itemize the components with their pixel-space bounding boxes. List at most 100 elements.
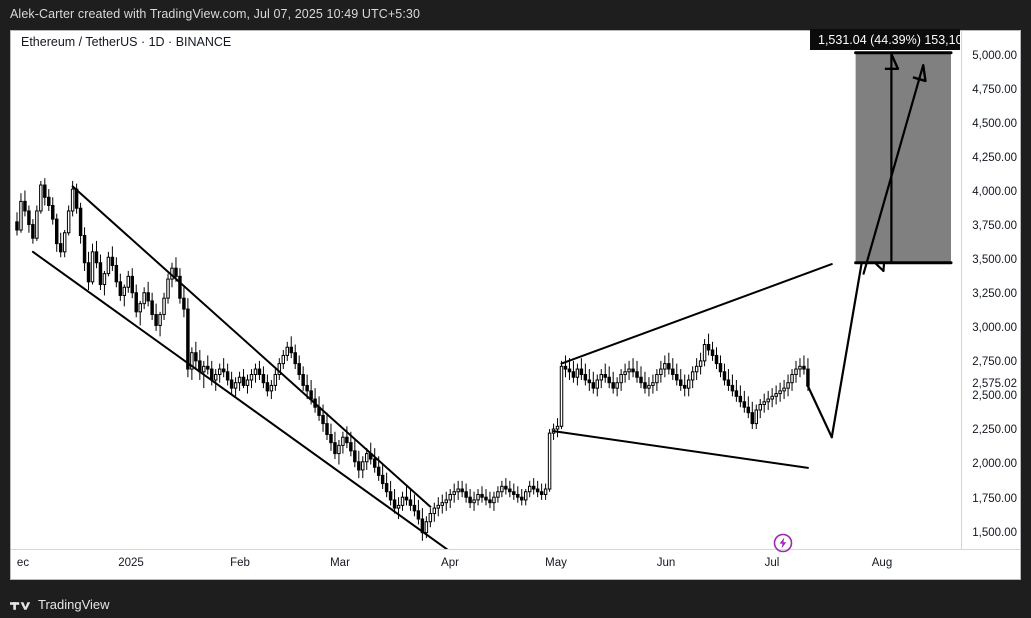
- candle-body: [635, 371, 639, 378]
- candle-body: [301, 374, 305, 386]
- candle-body: [309, 390, 313, 400]
- candle-body: [43, 184, 47, 198]
- projection-box[interactable]: [855, 52, 952, 263]
- candle-body: [587, 379, 592, 384]
- candle-body: [114, 264, 119, 283]
- candle-body: [23, 200, 27, 212]
- candle-body: [428, 513, 433, 523]
- candle-body: [372, 458, 377, 468]
- candle-body: [682, 384, 687, 389]
- time-scale[interactable]: ec 2025 Feb Mar Apr May Jun Jul Aug: [11, 549, 1020, 579]
- descending-channel-upper[interactable]: [71, 185, 432, 508]
- candle-body: [639, 376, 643, 384]
- candle-body: [376, 466, 381, 476]
- candle-body: [444, 499, 448, 504]
- candle-body: [698, 360, 703, 367]
- candle-body: [579, 368, 584, 376]
- candle-body: [158, 314, 162, 326]
- candle-body: [217, 368, 222, 376]
- candle-body: [106, 256, 111, 275]
- candle-body: [627, 368, 631, 373]
- candle-body: [225, 371, 230, 381]
- candle-body: [82, 234, 87, 264]
- candle-body: [798, 365, 802, 370]
- descending-channel-lower[interactable]: [31, 250, 454, 549]
- quote-tooltip: 1,531.04 (44.39%) 153,10: [810, 29, 960, 50]
- candle-body: [341, 436, 345, 446]
- candle-body: [671, 368, 675, 376]
- symbol-legend[interactable]: Ethereum / TetherUS · 1D · BINANCE: [21, 35, 232, 49]
- candle-body: [126, 275, 131, 288]
- rising-resistance-line[interactable]: [560, 263, 833, 365]
- event-marker[interactable]: [773, 533, 793, 553]
- candle-body: [70, 188, 75, 212]
- candle-body: [607, 376, 611, 384]
- current-price-label: 2,575.02: [972, 378, 1017, 391]
- candle-body: [51, 204, 55, 220]
- candle-body: [563, 365, 568, 370]
- candle-body: [86, 262, 91, 283]
- candle-body: [651, 382, 655, 386]
- candle-body: [524, 491, 528, 501]
- candle-body: [770, 395, 774, 400]
- candle-body: [774, 393, 778, 397]
- price-chart-svg: [15, 51, 953, 549]
- time-tick: May: [545, 557, 567, 569]
- candle-body: [710, 349, 715, 356]
- rising-support-line[interactable]: [552, 430, 809, 469]
- drawing-overlays: [31, 51, 953, 549]
- candle-body: [512, 491, 516, 495]
- candle-body: [484, 496, 488, 501]
- price-scale[interactable]: 5,000.00 4,750.00 4,500.00 4,250.00 4,000.00…: [961, 31, 1020, 549]
- price-tick: 4,500.00: [972, 117, 1017, 130]
- candle-body: [571, 371, 576, 378]
- price-tick: 1,750.00: [972, 492, 1017, 505]
- candle-body: [285, 346, 289, 356]
- candle-body: [611, 382, 615, 389]
- candle-body: [583, 374, 588, 381]
- candle-body: [150, 300, 154, 316]
- candle-body: [249, 374, 254, 381]
- time-tick: Aug: [871, 557, 893, 569]
- price-tick: 3,000.00: [972, 322, 1017, 335]
- candle-body: [190, 352, 194, 370]
- price-tick: 4,000.00: [972, 185, 1017, 198]
- candle-body: [762, 401, 766, 406]
- target-arrow-diagonal[interactable]: [862, 63, 925, 275]
- candle-body: [229, 379, 234, 389]
- candle-body: [90, 251, 95, 283]
- candle-body: [102, 273, 107, 286]
- candle-body: [404, 496, 409, 501]
- candle-body: [432, 507, 437, 515]
- candle-body: [535, 488, 540, 493]
- candle-body: [468, 496, 472, 504]
- candle-body: [516, 493, 520, 498]
- candle-body: [388, 491, 393, 501]
- candle-body: [694, 365, 699, 373]
- candle-body: [245, 379, 250, 386]
- candle-body: [448, 493, 452, 501]
- candle-body: [667, 363, 671, 370]
- candle-body: [178, 275, 182, 299]
- projection-path[interactable]: [830, 250, 865, 439]
- time-tick: Feb: [230, 557, 250, 569]
- lightning-bolt-icon: [773, 533, 793, 553]
- target-arrow-diagonal-head: [912, 64, 927, 83]
- candle-body: [47, 196, 51, 206]
- time-tick: Apr: [441, 557, 459, 569]
- candle-body: [782, 387, 786, 392]
- projection-path[interactable]: [806, 385, 833, 439]
- candle-body: [527, 485, 532, 493]
- candle-body: [325, 423, 329, 435]
- candle-body: [31, 224, 35, 239]
- price-tick: 4,250.00: [972, 151, 1017, 164]
- candle-body: [384, 483, 389, 493]
- chart-plot-area[interactable]: [11, 31, 961, 549]
- candle-body: [122, 286, 127, 296]
- candle-body: [58, 243, 63, 253]
- time-tick: Jun: [656, 557, 676, 569]
- candle-body: [476, 493, 480, 501]
- candle-body: [138, 303, 142, 313]
- candle-body: [396, 504, 401, 509]
- candle-body: [365, 453, 369, 463]
